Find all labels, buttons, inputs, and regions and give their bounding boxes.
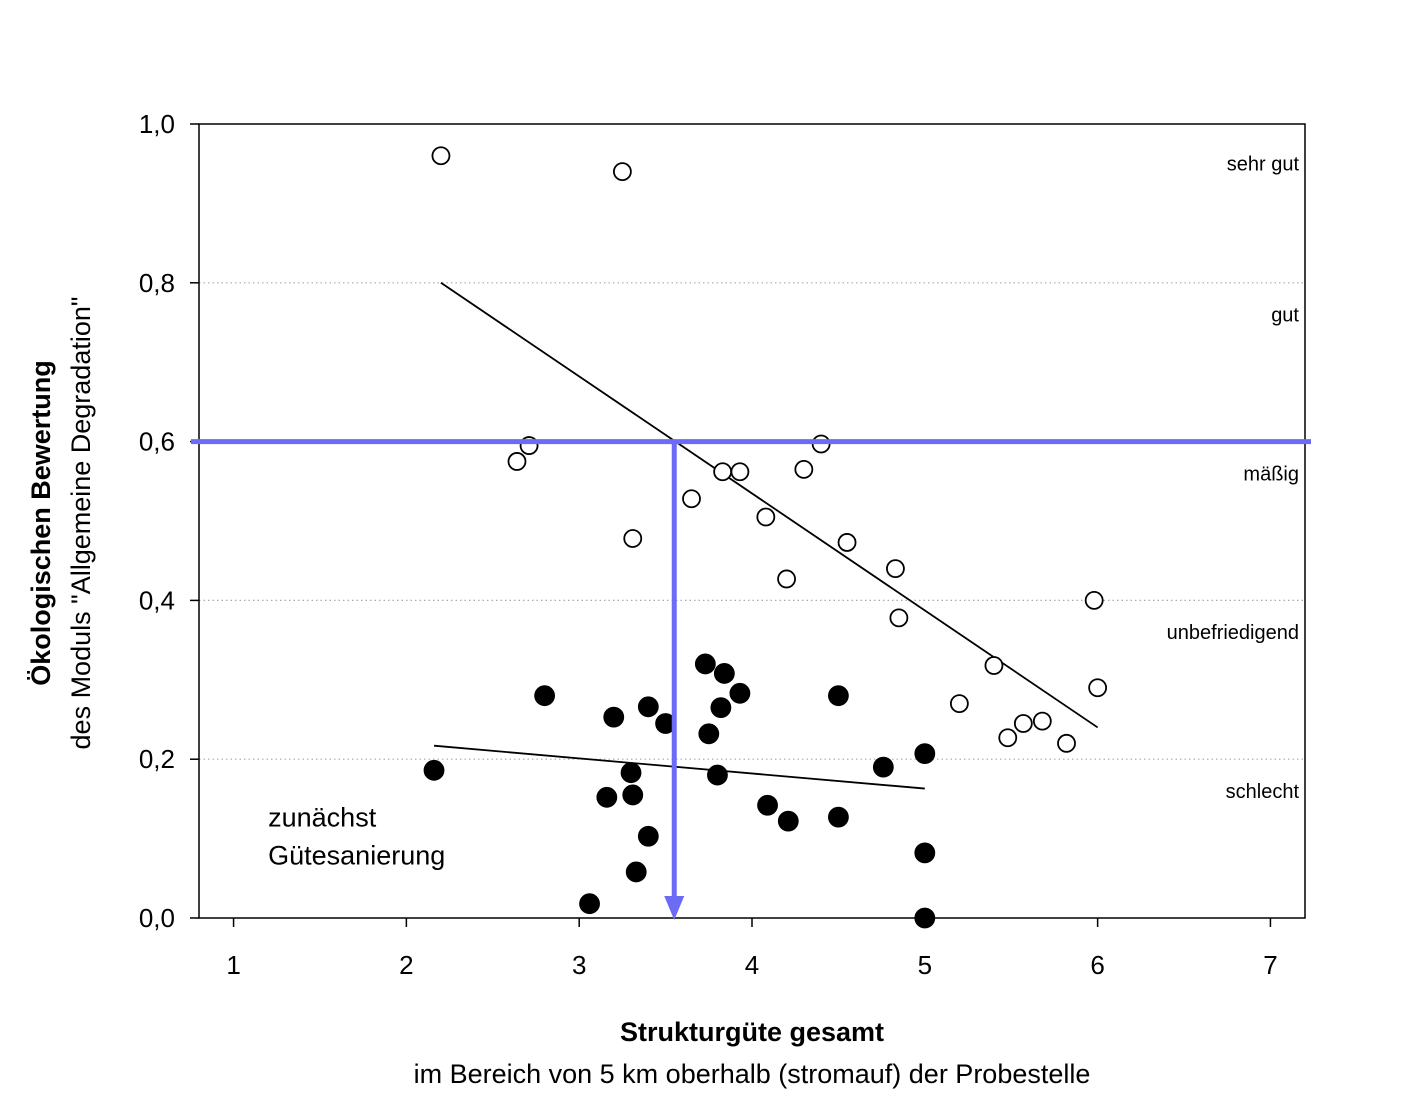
y-tick-label: 0,0 bbox=[139, 903, 175, 933]
point-filled bbox=[828, 685, 849, 707]
axis-ticks: 1 2 3 4 5 6 7 0,0 0,2 0,4 0,6 0,8 1,0 bbox=[139, 109, 1278, 980]
annotation-line-2: Gütesanierung bbox=[268, 841, 445, 871]
point-filled bbox=[828, 806, 849, 828]
class-label: mäßig bbox=[1243, 463, 1299, 485]
point-open bbox=[612, 162, 632, 182]
point-filled bbox=[914, 842, 936, 864]
point-open bbox=[756, 507, 776, 527]
point-filled bbox=[637, 696, 659, 718]
data-points bbox=[423, 146, 1108, 929]
y-tick-label: 0,2 bbox=[139, 744, 175, 774]
x-tick-label: 4 bbox=[745, 950, 759, 980]
point-filled bbox=[729, 682, 751, 704]
reference-lines bbox=[191, 439, 1311, 920]
point-filled bbox=[710, 697, 732, 718]
trend-line-1 bbox=[433, 744, 925, 790]
threshold-arrow-head bbox=[664, 896, 685, 920]
class-label: unbefriedigend bbox=[1167, 622, 1299, 644]
point-filled bbox=[694, 653, 716, 675]
x-axis-label-bold: Strukturgüte gesamt bbox=[620, 1017, 884, 1047]
y-tick-label: 1,0 bbox=[139, 109, 175, 139]
point-open bbox=[713, 462, 733, 482]
point-filled bbox=[534, 685, 556, 707]
point-open bbox=[682, 489, 701, 509]
point-open bbox=[623, 529, 643, 548]
trend-lines bbox=[433, 282, 1099, 790]
x-tick-label: 2 bbox=[399, 950, 413, 980]
point-filled bbox=[423, 759, 445, 781]
annotation-line-1: zunächst bbox=[268, 803, 377, 833]
point-filled bbox=[872, 756, 894, 778]
point-filled bbox=[914, 907, 936, 929]
class-labels: sehr gut gut mäßig unbefriedigend schlecht bbox=[1167, 154, 1300, 803]
x-axis-label-rest: im Bereich von 5 km oberhalb (stromauf) … bbox=[414, 1059, 1091, 1089]
point-open bbox=[1057, 733, 1076, 753]
x-tick-label: 5 bbox=[918, 950, 932, 980]
class-label: gut bbox=[1271, 305, 1299, 327]
point-filled bbox=[777, 810, 799, 832]
point-filled bbox=[622, 784, 644, 806]
class-label: schlecht bbox=[1226, 781, 1300, 803]
point-filled bbox=[757, 794, 778, 816]
point-open bbox=[777, 569, 796, 589]
trend-line-0 bbox=[440, 282, 1099, 729]
point-open bbox=[1088, 678, 1108, 698]
point-filled bbox=[637, 825, 659, 847]
point-open bbox=[998, 728, 1018, 748]
point-open bbox=[837, 533, 857, 552]
point-filled bbox=[579, 893, 600, 915]
point-filled bbox=[713, 663, 735, 684]
point-open bbox=[1084, 591, 1104, 610]
point-filled bbox=[707, 764, 728, 786]
point-filled bbox=[603, 706, 625, 728]
x-tick-label: 3 bbox=[572, 950, 586, 980]
x-tick-label: 6 bbox=[1090, 950, 1104, 980]
point-open bbox=[730, 462, 750, 482]
point-filled bbox=[620, 762, 642, 784]
point-filled bbox=[625, 861, 647, 883]
point-open bbox=[886, 559, 905, 579]
point-open bbox=[1032, 711, 1052, 731]
y-tick-label: 0,6 bbox=[139, 427, 175, 457]
x-tick-label: 1 bbox=[226, 950, 240, 980]
class-label: sehr gut bbox=[1227, 154, 1300, 176]
y-tick-label: 0,4 bbox=[139, 585, 175, 615]
point-open bbox=[984, 656, 1004, 675]
grid-lines bbox=[199, 282, 1305, 760]
point-filled bbox=[596, 786, 618, 808]
y-axis-label-bold: Ökologischen Bewertung bbox=[26, 360, 56, 686]
x-tick-label: 7 bbox=[1263, 950, 1277, 980]
point-open bbox=[949, 694, 969, 714]
point-open bbox=[507, 452, 527, 471]
point-open bbox=[431, 146, 451, 166]
point-open bbox=[794, 459, 814, 479]
plot-frame bbox=[198, 123, 1306, 919]
point-open bbox=[889, 608, 909, 628]
y-tick-label: 0,8 bbox=[139, 268, 175, 298]
point-open bbox=[1013, 714, 1033, 733]
y-axis-label-rest: des Moduls "Allgemeine Degradation" bbox=[66, 297, 96, 750]
point-filled bbox=[698, 723, 720, 745]
point-filled bbox=[914, 743, 936, 765]
